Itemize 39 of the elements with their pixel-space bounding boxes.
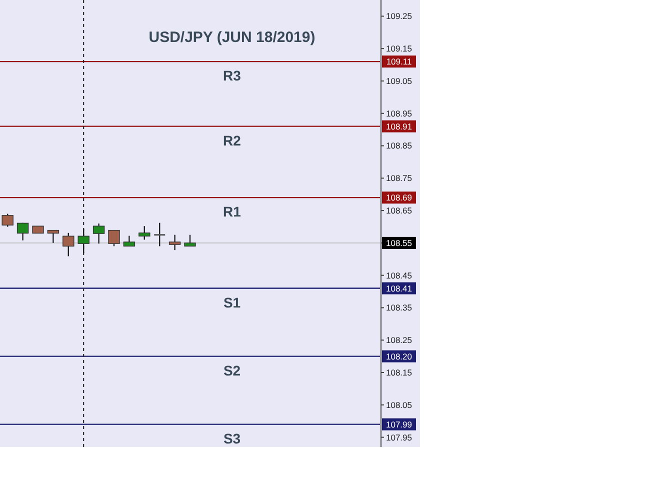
ref-line-label: S3 [223, 430, 241, 446]
candlestick [184, 234, 196, 247]
y-tick-label: 108.05 [386, 400, 412, 410]
ref-line-label: R2 [223, 132, 242, 148]
candlestick [138, 225, 150, 240]
y-tick-label: 108.75 [386, 173, 412, 184]
annotation: 107.99 [386, 419, 412, 430]
annotation: 108.55 [386, 238, 412, 248]
annotation: 108.91 [386, 121, 412, 132]
candlestick [2, 213, 14, 228]
candlestick [168, 234, 181, 251]
candlestick [108, 230, 120, 247]
annotation: 108.20 [386, 351, 412, 362]
annotation: 108.41 [386, 283, 412, 294]
text: USD/JPY (JUN 18/2019) [148, 29, 316, 46]
y-tick-label: 108.95 [386, 108, 412, 118]
candlestick [16, 222, 29, 241]
y-tick-label: 108.45 [386, 270, 412, 280]
ref-line-label: R3 [223, 68, 242, 84]
candlestick [92, 222, 105, 244]
y-tick-label: 108.25 [386, 335, 412, 346]
y-tick-label: 108.65 [386, 206, 412, 216]
annotation: 109.11 [386, 56, 412, 67]
y-tick-label: 109.15 [386, 44, 412, 54]
y-tick-label: 107.95 [386, 432, 412, 442]
candlestick [153, 222, 166, 247]
annotation: 108.69 [386, 192, 412, 203]
ref-line-label: S1 [223, 294, 241, 310]
y-tick-label: 109.05 [386, 76, 412, 86]
candlestick [78, 228, 90, 254]
candlestick [123, 235, 136, 247]
y-tick-label: 109.25 [386, 11, 412, 22]
y-tick-label: 108.85 [386, 140, 412, 151]
y-tick-label: 108.35 [386, 302, 412, 313]
ref-line-label: S2 [223, 362, 241, 378]
y-tick-label: 108.15 [386, 367, 412, 378]
candlestick [47, 230, 60, 244]
candlestick [62, 232, 74, 257]
ref-line-label: R1 [223, 204, 242, 220]
